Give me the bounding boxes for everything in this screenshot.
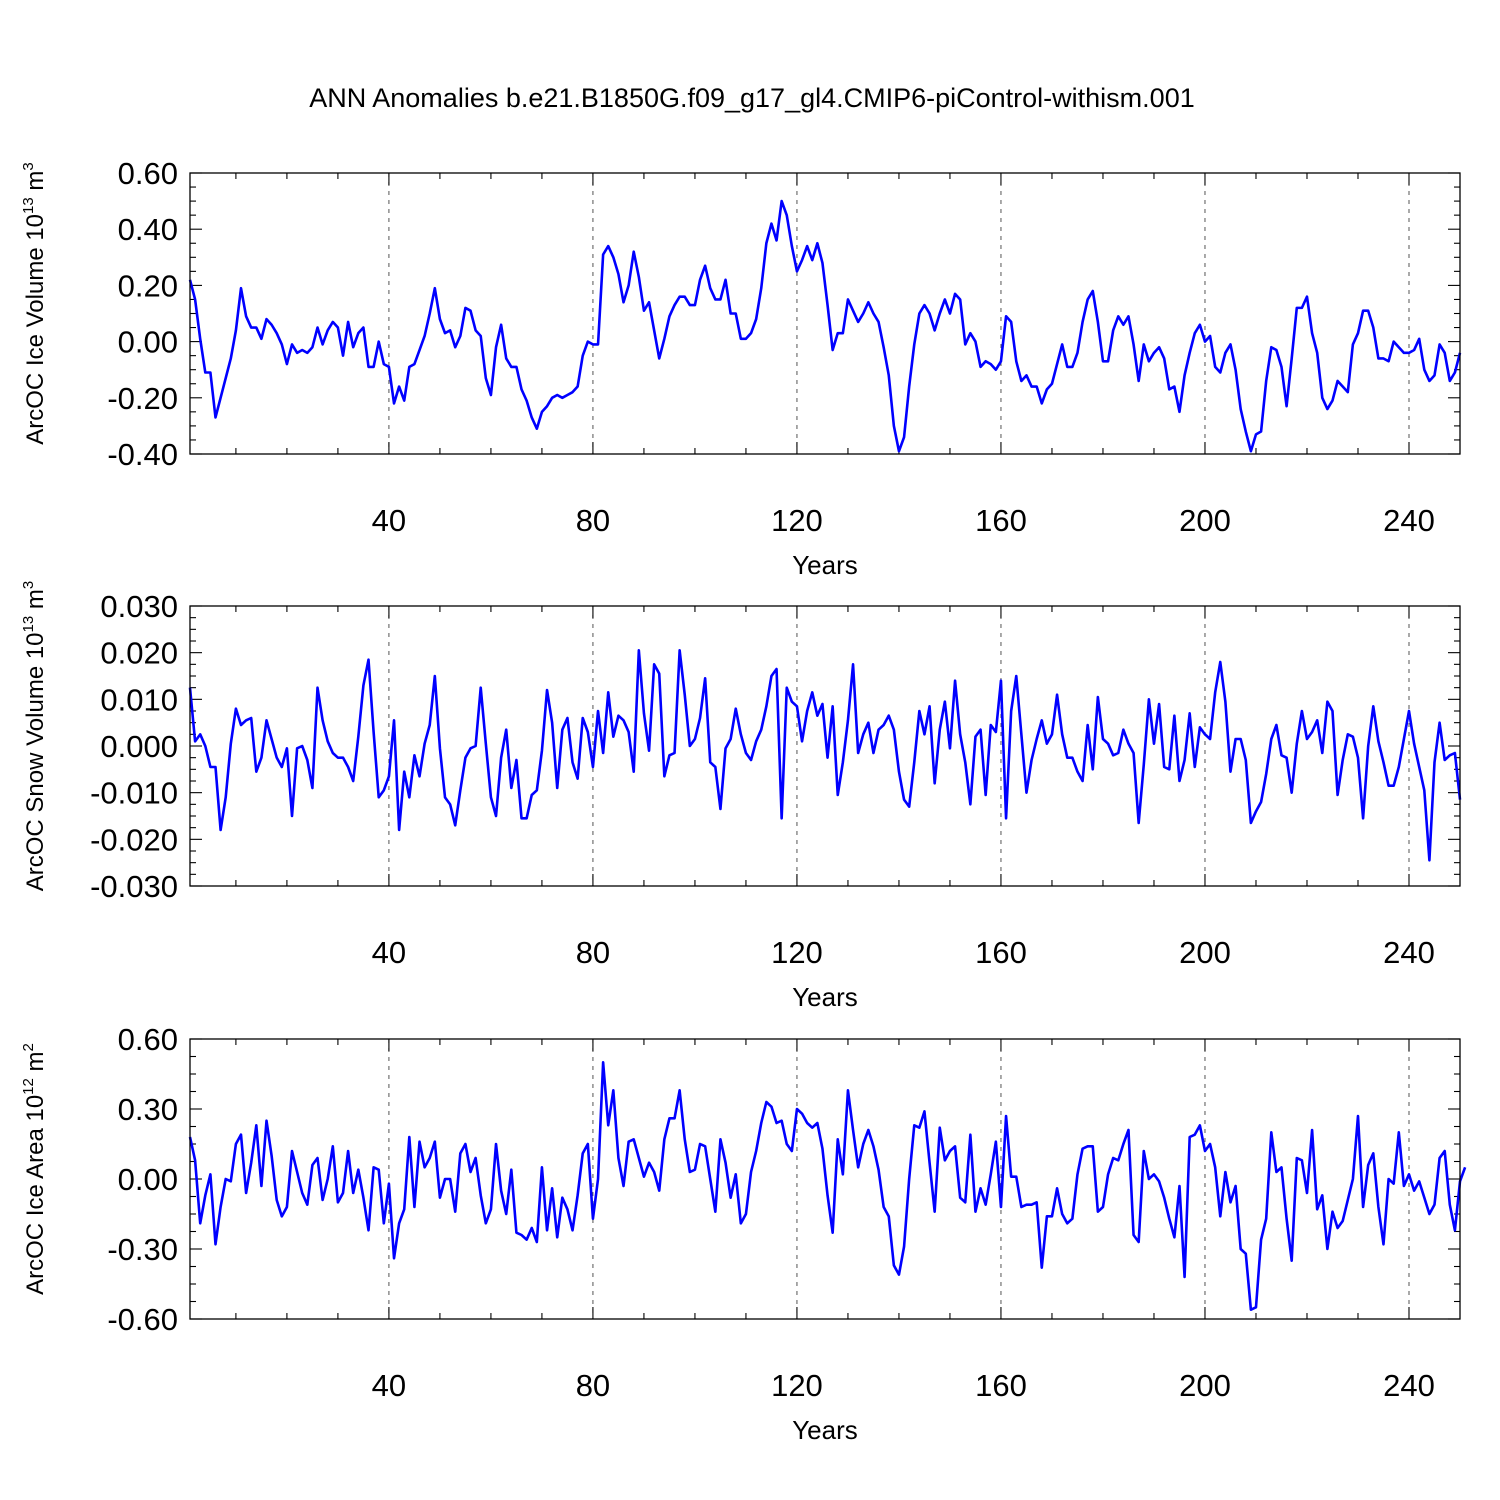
x-tick-label: 40 [372,503,406,538]
y-axis-label: ArcOC Ice Volume 1013 m3 [20,162,49,444]
y-tick-label: 0.010 [100,682,178,717]
x-tick-label: 80 [576,935,610,970]
y-tick-label: 0.60 [118,1022,178,1057]
plot-frame [189,605,1461,887]
y-axis-label-unit-exponent: 3 [20,581,37,589]
x-tick-label: 160 [975,935,1027,970]
y-tick-label: 0.30 [118,1092,178,1127]
y-tick-label: 0.030 [100,589,178,624]
y-axis-label-unit-exponent: 3 [20,162,37,170]
snow-volume-series-line [188,649,1462,862]
x-tick-label: 120 [771,1368,823,1403]
y-tick-label: 0.40 [118,212,178,247]
x-tick-label: 120 [771,503,823,538]
y-tick-label: -0.020 [90,822,178,857]
y-tick-label: 0.60 [118,156,178,191]
ice-area-panel: 40 80 120 160 200 240 -0.60 -0.30 0.00 0.30 0.60 Ye… [20,1022,1467,1445]
x-tick-label: 240 [1383,935,1435,970]
snow-volume-panel: 40 80 120 160 200 240 -0.030 -0.020 -0.010 0.000 0… [20,581,1462,1012]
x-tick-label: 40 [372,1368,406,1403]
x-axis-label: Years [792,1415,858,1445]
y-axis-label: ArcOC Snow Volume 1013 m3 [20,581,49,892]
x-axis-label: Years [792,550,858,580]
y-axis-label-unit: m [22,589,49,616]
x-tick-label: 200 [1179,1368,1231,1403]
y-axis-label-exponent: 13 [20,616,37,633]
y-tick-label: -0.030 [90,869,178,904]
y-tick-label: 0.00 [118,1162,178,1197]
y-tick-label: 0.20 [118,268,178,303]
y-tick-label: -0.60 [107,1302,178,1337]
x-tick-label: 160 [975,503,1027,538]
y-axis-label-main: ArcOC Snow Volume 10 [22,632,49,891]
x-tick-label: 240 [1383,503,1435,538]
y-tick-label: 0.020 [100,636,178,671]
x-tick-label: 120 [771,935,823,970]
y-tick-label: -0.30 [107,1232,178,1267]
y-tick-label: 0.00 [118,325,178,360]
plot-frame [189,172,1461,455]
x-tick-label: 80 [576,503,610,538]
y-axis-label-unit: m [22,1051,49,1078]
y-axis-label-exponent: 12 [20,1078,37,1095]
y-tick-label: -0.010 [90,776,178,811]
y-axis-label-unit-exponent: 2 [20,1043,37,1051]
y-tick-label: -0.40 [107,437,178,472]
y-axis-label-main: ArcOC Ice Volume 10 [22,214,49,445]
plot-frame [189,1038,1461,1320]
x-tick-label: 200 [1179,503,1231,538]
y-tick-label: -0.20 [107,381,178,416]
figure-title: ANN Anomalies b.e21.B1850G.f09_g17_gl4.C… [309,83,1194,113]
ice-volume-series-line [188,199,1462,453]
x-axis-label: Years [792,982,858,1012]
ice-volume-panel: 40 80 120 160 200 240 -0.40 -0.20 0.00 0.20 0.40 0.… [20,156,1462,580]
x-tick-label: 40 [372,935,406,970]
y-axis-label-unit: m [22,171,49,198]
y-axis-label-main: ArcOC Ice Area 10 [22,1095,49,1295]
y-axis-label: ArcOC Ice Area 1012 m2 [20,1043,49,1295]
x-tick-label: 80 [576,1368,610,1403]
x-tick-label: 200 [1179,935,1231,970]
y-axis-label-exponent: 13 [20,197,37,214]
y-tick-label: 0.000 [100,729,178,764]
ice-area-series-line [188,1061,1467,1311]
x-tick-label: 240 [1383,1368,1435,1403]
x-tick-label: 160 [975,1368,1027,1403]
